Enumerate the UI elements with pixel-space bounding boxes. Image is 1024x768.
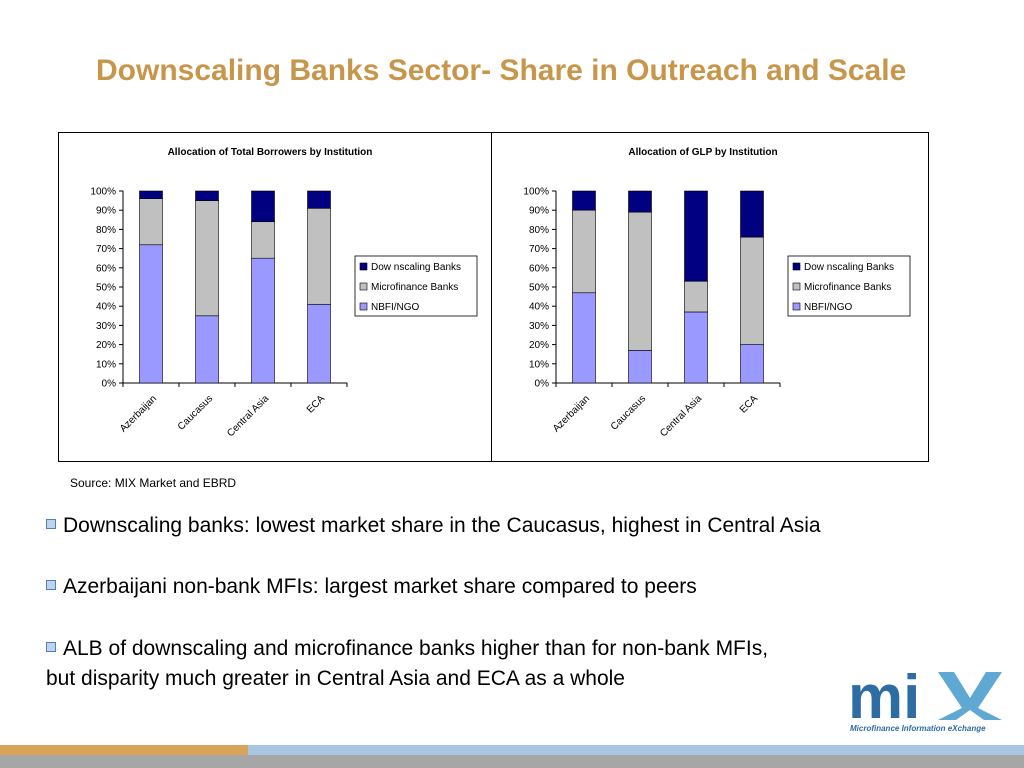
- bar-segment: [139, 198, 163, 246]
- source-note: Source: MIX Market and EBRD: [70, 476, 237, 490]
- chart-legend: [354, 255, 478, 317]
- legend-swatch: [792, 302, 801, 311]
- bar-segment: [628, 190, 652, 213]
- bullet-text: ALB of downscaling and microfinance bank…: [63, 637, 769, 660]
- y-tick-label: 60%: [529, 263, 549, 274]
- bar-segment: [251, 257, 275, 384]
- legend-label: Microfinance Banks: [804, 282, 891, 293]
- legend-swatch: [359, 262, 368, 271]
- bar-segment: [572, 190, 596, 211]
- y-tick-label: 80%: [529, 225, 549, 236]
- legend-swatch: [792, 282, 801, 291]
- bar-segment: [628, 211, 652, 351]
- mix-logo: mi: [848, 663, 1002, 732]
- logo-x-mark: [938, 672, 1002, 720]
- legend-swatch: [359, 302, 368, 311]
- bar-segment: [740, 190, 764, 238]
- legend-label: Dow nscaling Banks: [371, 262, 461, 273]
- bar-segment: [684, 311, 708, 384]
- y-tick-label: 60%: [96, 263, 116, 274]
- bar-segment: [572, 209, 596, 294]
- slide-title: Downscaling Banks Sector- Share in Outre…: [96, 54, 907, 87]
- logo-wordmark: mi: [848, 663, 920, 732]
- y-tick-label: 10%: [96, 359, 116, 370]
- y-tick-label: 0%: [102, 379, 117, 390]
- y-tick-label: 30%: [529, 321, 549, 332]
- bar-segment: [139, 190, 163, 199]
- bullet-item: Azerbaijani non-bank MFIs: largest marke…: [46, 572, 697, 602]
- y-tick-label: 40%: [529, 302, 549, 313]
- bar-segment: [307, 207, 331, 305]
- borrowers-chart-svg: Allocation of Total Borrowers by Institu…: [90, 147, 478, 439]
- bullet-text: Azerbaijani non-bank MFIs: largest marke…: [63, 575, 697, 598]
- legend-swatch: [792, 262, 801, 271]
- square-bullet-icon: [46, 580, 56, 591]
- bar-segment: [740, 344, 764, 384]
- chart-title: Allocation of Total Borrowers by Institu…: [168, 147, 373, 158]
- x-category-label: Azerbaijan: [118, 393, 159, 434]
- legend-label: Dow nscaling Banks: [804, 262, 894, 273]
- legend-label: NBFI/NGO: [804, 302, 853, 313]
- chart-title: Allocation of GLP by Institution: [628, 147, 777, 158]
- bar-segment: [139, 244, 163, 384]
- glp-chart-svg: Allocation of GLP by Institution 0% 10% 20%…: [523, 147, 911, 439]
- bar-segment: [572, 292, 596, 384]
- y-tick-label: 70%: [96, 244, 116, 255]
- bullet-item: Downscaling banks: lowest market share i…: [46, 511, 821, 541]
- glp-chart: Allocation of GLP by Institution 0% 10% 20%…: [491, 132, 929, 462]
- logo-tagline: Microfinance Information eXchange: [850, 724, 986, 733]
- footer-accent-bar: [248, 745, 1024, 755]
- y-tick-label: 40%: [96, 302, 116, 313]
- bar-segment: [195, 200, 219, 317]
- borrowers-chart: Allocation of Total Borrowers by Institu…: [58, 132, 496, 462]
- footer-base-bar: [0, 755, 1024, 768]
- square-bullet-icon: [46, 519, 56, 530]
- bar-segment: [628, 350, 652, 384]
- bar-segment: [251, 221, 275, 259]
- bar-segment: [307, 190, 331, 209]
- x-category-label: Central Asia: [658, 393, 704, 439]
- bar-segment: [195, 190, 219, 201]
- footer-accent-bar: [0, 745, 248, 755]
- bar-segment: [307, 303, 331, 384]
- y-tick-label: 80%: [96, 225, 116, 236]
- bar-segment: [684, 280, 708, 313]
- chart-legend: [787, 255, 911, 317]
- legend-swatch: [359, 282, 368, 291]
- y-tick-label: 30%: [96, 321, 116, 332]
- y-tick-label: 50%: [96, 283, 116, 294]
- x-category-label: Caucasus: [176, 393, 215, 432]
- legend-label: NBFI/NGO: [371, 302, 420, 313]
- y-tick-label: 10%: [529, 359, 549, 370]
- bar-segment: [740, 236, 764, 345]
- y-tick-label: 90%: [96, 206, 116, 217]
- y-tick-label: 70%: [529, 244, 549, 255]
- x-category-label: ECA: [305, 393, 328, 416]
- y-tick-label: 100%: [90, 187, 116, 198]
- x-category-label: Caucasus: [609, 393, 648, 432]
- bullet-text: Downscaling banks: lowest market share i…: [63, 514, 821, 537]
- y-tick-label: 100%: [523, 187, 549, 198]
- y-tick-label: 20%: [96, 340, 116, 351]
- y-tick-label: 0%: [535, 379, 550, 390]
- y-tick-label: 50%: [529, 283, 549, 294]
- square-bullet-icon: [46, 642, 56, 653]
- x-category-label: ECA: [738, 393, 761, 416]
- y-tick-label: 20%: [529, 340, 549, 351]
- x-category-label: Central Asia: [225, 393, 271, 439]
- bullet-continuation: but disparity much greater in Central As…: [46, 667, 625, 690]
- x-category-label: Azerbaijan: [551, 393, 592, 434]
- legend-label: Microfinance Banks: [371, 282, 458, 293]
- bar-segment: [251, 190, 275, 223]
- bar-segment: [195, 315, 219, 384]
- bar-segment: [684, 190, 708, 282]
- bullet-item: ALB of downscaling and microfinance bank…: [46, 634, 946, 664]
- y-tick-label: 90%: [529, 206, 549, 217]
